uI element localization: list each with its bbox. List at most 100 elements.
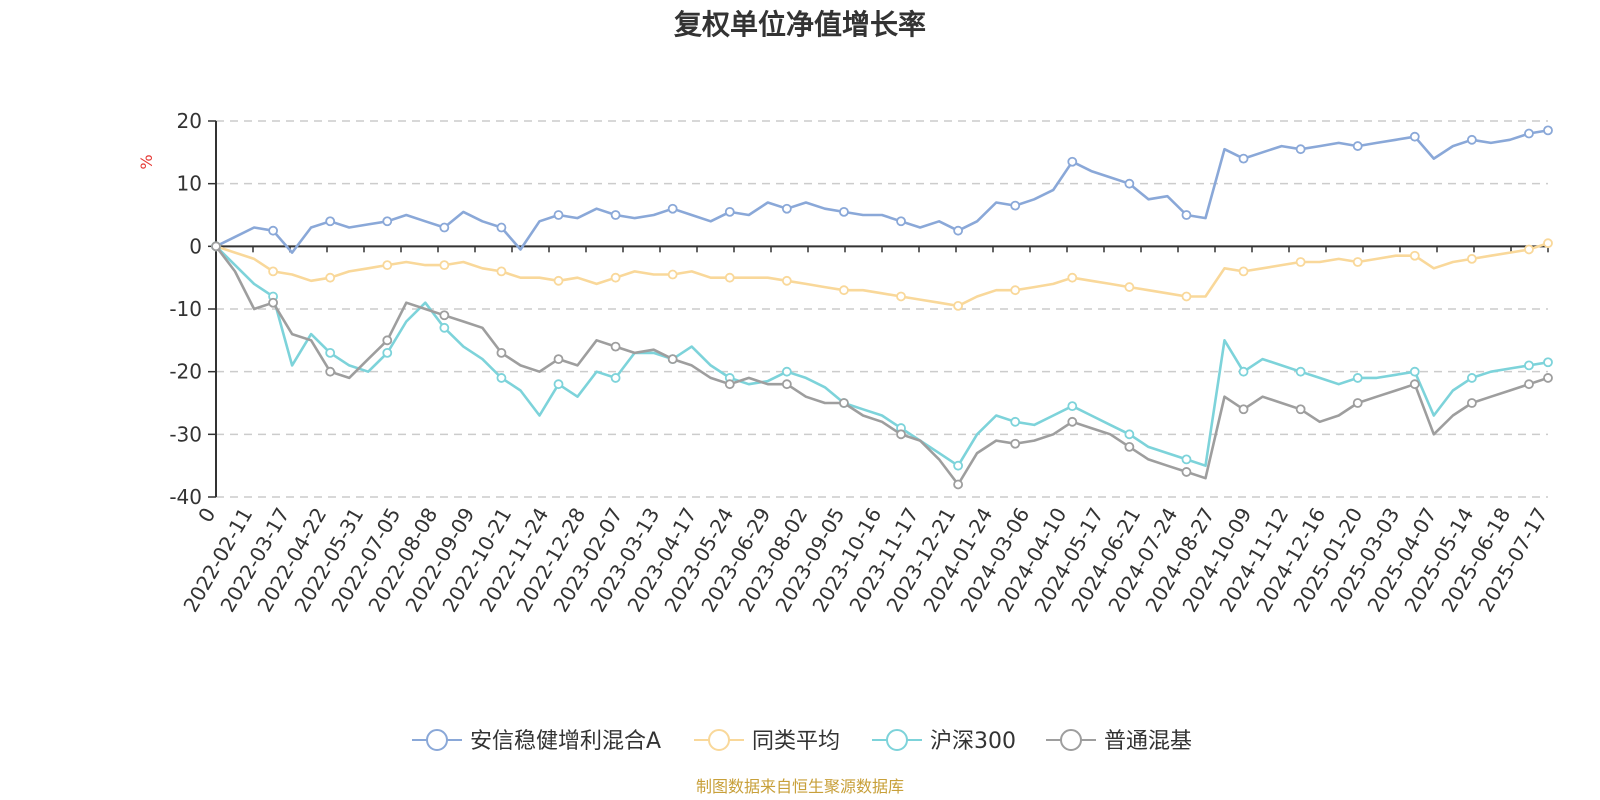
data-point: [1352, 141, 1363, 151]
data-point: [553, 210, 564, 220]
data-point: [1295, 144, 1306, 155]
data-point: [667, 203, 678, 214]
data-point: [953, 300, 964, 311]
data-point: [268, 225, 278, 236]
data-point: [1543, 125, 1553, 136]
data-point: [1295, 257, 1306, 267]
x-tick-label: 0: [193, 504, 220, 527]
series-3: [211, 241, 1553, 471]
data-point: [1295, 366, 1306, 377]
series-4: [211, 241, 1553, 490]
legend-marker: [1060, 729, 1082, 751]
series-line: [214, 241, 1550, 308]
data-point: [1524, 244, 1534, 255]
data-point: [382, 216, 393, 227]
data-point: [325, 347, 336, 358]
data-point: [496, 373, 507, 383]
data-point: [610, 210, 621, 220]
legend-marker: [708, 729, 730, 751]
data-point: [1238, 404, 1249, 415]
data-point: [496, 222, 507, 233]
series-2: [211, 238, 1553, 311]
data-point: [1010, 416, 1021, 427]
data-point: [1238, 153, 1249, 164]
data-point: [1124, 178, 1135, 189]
data-point: [953, 460, 964, 471]
legend-marker: [886, 729, 908, 751]
data-point: [1238, 366, 1249, 377]
data-point: [439, 310, 450, 321]
data-point: [1010, 285, 1021, 296]
y-tick-label: 0: [189, 234, 202, 258]
data-point: [781, 203, 792, 214]
data-point: [839, 398, 849, 408]
series-1: [211, 125, 1553, 254]
data-point: [439, 222, 450, 233]
data-point: [382, 260, 393, 271]
legend-label: 安信稳健增利混合A: [470, 729, 661, 754]
data-point: [1543, 357, 1553, 368]
legend-label: 沪深300: [930, 729, 1016, 754]
source-note: 制图数据来自恒生聚源数据库: [696, 777, 904, 796]
data-point: [781, 366, 792, 377]
data-point: [382, 347, 393, 358]
data-point: [1010, 200, 1021, 211]
data-point: [1181, 291, 1192, 302]
legend-item[interactable]: 同类平均: [694, 729, 840, 754]
data-point: [1067, 401, 1078, 412]
data-point: [1524, 379, 1534, 390]
legend-label: 同类平均: [752, 729, 840, 754]
series-line: [214, 129, 1550, 254]
data-point: [1181, 454, 1192, 465]
data-point: [211, 241, 221, 252]
data-point: [268, 297, 278, 308]
data-point: [667, 354, 678, 365]
data-point: [553, 379, 564, 390]
legend-item[interactable]: 普通混基: [1046, 729, 1192, 754]
legend[interactable]: 安信稳健增利混合A 同类平均 沪深300 普通混基: [412, 729, 1192, 754]
data-point: [896, 216, 906, 227]
grid-lines: [216, 120, 1548, 498]
data-point: [1409, 366, 1420, 377]
data-point: [839, 285, 849, 296]
y-tick-label: -30: [169, 422, 202, 446]
data-point: [1124, 282, 1135, 292]
y-tick-label: 20: [177, 109, 202, 133]
series-lines: [211, 125, 1553, 490]
data-point: [1067, 416, 1078, 427]
data-point: [724, 379, 735, 390]
data-point: [1352, 373, 1363, 383]
data-point: [610, 272, 621, 283]
data-point: [1067, 272, 1078, 283]
data-point: [553, 275, 564, 286]
data-point: [724, 272, 735, 283]
data-point: [610, 341, 621, 352]
data-point: [1067, 156, 1078, 167]
data-point: [953, 479, 964, 490]
data-point: [1352, 398, 1363, 408]
data-point: [1124, 429, 1135, 440]
data-point: [839, 206, 849, 217]
data-point: [953, 225, 964, 236]
data-point: [1524, 360, 1534, 371]
data-point: [325, 216, 336, 227]
data-point: [1524, 128, 1534, 139]
data-point: [610, 373, 621, 383]
data-point: [1238, 266, 1249, 277]
data-point: [1010, 438, 1021, 449]
data-point: [496, 347, 507, 358]
y-tick-label: -20: [169, 360, 202, 384]
data-point: [1181, 210, 1192, 220]
data-point: [553, 354, 564, 365]
data-point: [667, 269, 678, 280]
legend-item[interactable]: 沪深300: [872, 729, 1016, 754]
data-point: [325, 272, 336, 283]
data-point: [325, 366, 336, 377]
legend-item[interactable]: 安信稳健增利混合A: [412, 729, 661, 754]
data-point: [896, 291, 906, 302]
y-tick-label: -10: [169, 297, 202, 321]
data-point: [439, 322, 450, 333]
data-point: [496, 266, 507, 277]
data-point: [268, 266, 278, 277]
legend-marker: [426, 729, 448, 751]
